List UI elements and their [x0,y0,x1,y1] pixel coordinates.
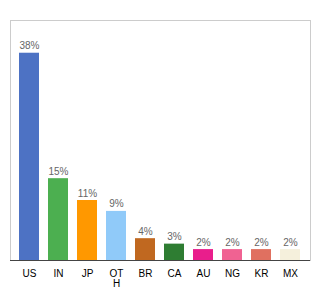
svg-text:3%: 3% [167,231,182,242]
svg-text:2%: 2% [283,237,298,248]
svg-text:38%: 38% [19,40,39,51]
svg-text:JP: JP [82,268,94,279]
svg-text:CA: CA [168,268,182,279]
svg-text:11%: 11% [78,188,97,199]
svg-text:US: US [23,268,37,279]
svg-text:IN: IN [54,268,64,279]
svg-text:2%: 2% [254,237,269,248]
svg-text:2%: 2% [196,237,211,248]
svg-text:MX: MX [283,268,298,279]
svg-text:9%: 9% [109,198,124,209]
svg-text:15%: 15% [48,166,68,177]
svg-text:NG: NG [225,268,240,279]
svg-text:KR: KR [255,268,269,279]
svg-text:2%: 2% [225,237,240,248]
svg-text:AU: AU [197,268,211,279]
svg-text:OTH: OTH [110,268,124,289]
svg-text:4%: 4% [138,226,153,237]
svg-text:BR: BR [139,268,153,279]
